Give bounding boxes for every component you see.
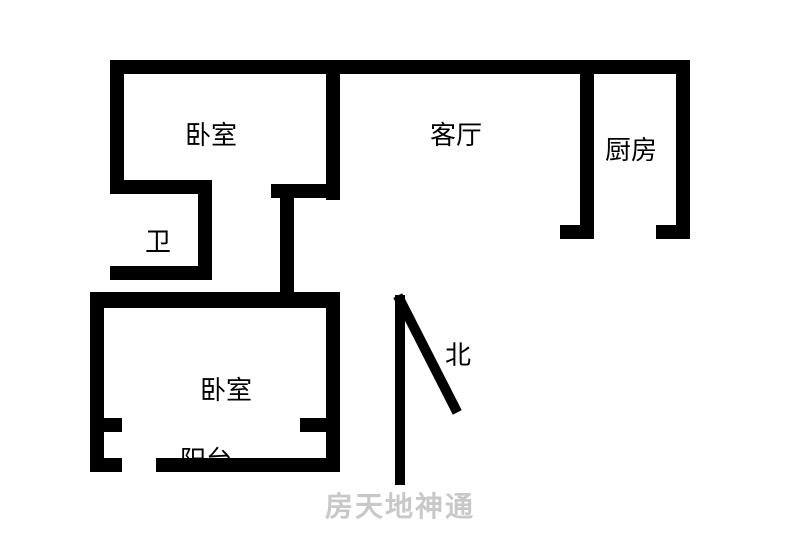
label-north: 北 bbox=[445, 335, 471, 372]
watermark-text: 房天地神通 bbox=[325, 485, 475, 525]
walls bbox=[90, 60, 690, 472]
label-bedroom-bottom: 卧室 bbox=[200, 370, 252, 407]
floorplan-svg bbox=[0, 0, 800, 533]
label-kitchen: 厨房 bbox=[605, 130, 657, 167]
label-living-room: 客厅 bbox=[430, 115, 482, 152]
label-bedroom-top: 卧室 bbox=[185, 115, 237, 152]
label-balcony: 阳台 bbox=[180, 440, 232, 477]
north-arrow bbox=[400, 300, 455, 480]
label-bathroom: 卫 bbox=[145, 222, 171, 259]
